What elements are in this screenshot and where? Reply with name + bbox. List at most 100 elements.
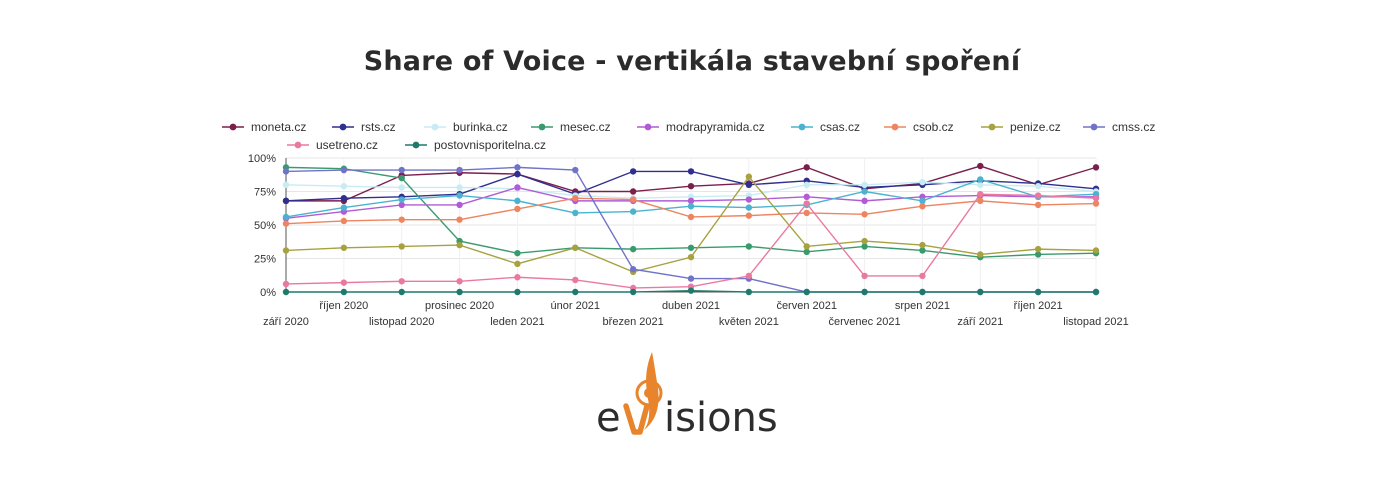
y-tick-label: 50% bbox=[254, 220, 276, 232]
legend-swatch-dot bbox=[798, 123, 806, 131]
x-tick-label: září 2021 bbox=[957, 316, 1003, 328]
data-point-usetreno.cz bbox=[572, 276, 579, 284]
x-tick-label: listopad 2020 bbox=[369, 316, 434, 328]
data-point-mesec.cz bbox=[861, 243, 868, 250]
data-point-modrapyramida.cz bbox=[745, 196, 753, 203]
data-point-csas.cz bbox=[282, 213, 290, 221]
data-point-modrapyramida.cz bbox=[861, 197, 868, 205]
data-point-csob.cz bbox=[687, 213, 695, 221]
data-point-csas.cz bbox=[745, 204, 753, 211]
legend-swatch-dot bbox=[891, 123, 899, 131]
data-point-postovnisporitelna.cz bbox=[687, 287, 695, 294]
data-point-penize.cz bbox=[572, 244, 579, 251]
data-point-csob.cz bbox=[340, 217, 348, 225]
data-point-csas.cz bbox=[687, 203, 695, 210]
data-point-postovnisporitelna.cz bbox=[1092, 288, 1100, 296]
data-point-moneta.cz bbox=[803, 164, 810, 171]
legend-swatch-dot bbox=[294, 141, 302, 149]
data-point-penize.cz bbox=[919, 241, 926, 249]
data-point-rsts.cz bbox=[340, 195, 348, 202]
x-tick-label: květen 2021 bbox=[719, 316, 779, 328]
data-point-mesec.cz bbox=[514, 249, 521, 257]
data-point-csob.cz bbox=[919, 203, 926, 210]
legend-swatch-dot bbox=[431, 123, 439, 131]
data-point-csob.cz bbox=[745, 212, 753, 219]
data-point-cmss.cz bbox=[456, 166, 463, 174]
legend-swatch-dot bbox=[412, 141, 420, 149]
series-points bbox=[282, 162, 1100, 296]
data-point-csob.cz bbox=[1034, 201, 1042, 209]
data-point-csob.cz bbox=[282, 220, 290, 227]
data-point-postovnisporitelna.cz bbox=[282, 288, 290, 296]
legend-swatch-dot bbox=[538, 123, 546, 131]
legend-label: csas.cz bbox=[820, 120, 860, 134]
data-point-postovnisporitelna.cz bbox=[803, 288, 810, 296]
page-title: Share of Voice - vertikála stavební spoř… bbox=[363, 46, 1021, 77]
data-point-penize.cz bbox=[977, 251, 984, 258]
data-point-postovnisporitelna.cz bbox=[919, 288, 926, 296]
x-tick-label: říjen 2020 bbox=[319, 300, 368, 312]
legend-label: cmss.cz bbox=[1112, 120, 1155, 134]
data-point-cmss.cz bbox=[572, 166, 579, 174]
x-tick-label: únor 2021 bbox=[551, 300, 601, 312]
evisions-logo: e isions bbox=[588, 352, 798, 452]
data-point-penize.cz bbox=[1034, 245, 1042, 253]
data-point-csob.cz bbox=[1092, 200, 1100, 207]
data-point-moneta.cz bbox=[687, 182, 695, 190]
legend-label: modrapyramida.cz bbox=[666, 120, 765, 134]
data-point-burinka.cz bbox=[803, 181, 810, 188]
data-point-csas.cz bbox=[629, 208, 637, 215]
data-point-csob.cz bbox=[514, 205, 521, 213]
data-point-mesec.cz bbox=[745, 243, 753, 250]
legend-label: penize.cz bbox=[1010, 120, 1061, 134]
data-point-moneta.cz bbox=[1092, 164, 1100, 171]
x-tick-label: leden 2021 bbox=[490, 316, 544, 328]
data-point-csas.cz bbox=[456, 192, 463, 199]
data-point-postovnisporitelna.cz bbox=[745, 288, 753, 296]
data-point-csas.cz bbox=[861, 188, 868, 195]
legend-swatch-dot bbox=[988, 123, 996, 131]
legend-label: moneta.cz bbox=[251, 120, 306, 134]
data-point-rsts.cz bbox=[687, 168, 695, 175]
svg-text:isions: isions bbox=[664, 395, 778, 441]
data-point-burinka.cz bbox=[398, 184, 405, 191]
data-point-modrapyramida.cz bbox=[398, 201, 405, 209]
data-point-burinka.cz bbox=[340, 182, 348, 190]
data-point-mesec.cz bbox=[803, 248, 810, 255]
data-point-penize.cz bbox=[687, 253, 695, 261]
data-point-penize.cz bbox=[1092, 247, 1100, 254]
y-tick-label: 0% bbox=[260, 287, 276, 299]
data-point-rsts.cz bbox=[745, 181, 753, 188]
data-point-csob.cz bbox=[977, 197, 984, 205]
legend-label: csob.cz bbox=[913, 120, 954, 134]
data-point-postovnisporitelna.cz bbox=[398, 288, 405, 296]
data-point-modrapyramida.cz bbox=[456, 201, 463, 209]
x-tick-label: říjen 2021 bbox=[1014, 300, 1063, 312]
data-point-usetreno.cz bbox=[861, 272, 868, 280]
data-point-usetreno.cz bbox=[977, 190, 984, 198]
data-point-burinka.cz bbox=[1034, 182, 1042, 190]
data-point-penize.cz bbox=[282, 247, 290, 254]
data-point-postovnisporitelna.cz bbox=[1034, 288, 1042, 296]
legend-swatch-dot bbox=[644, 123, 652, 131]
data-point-modrapyramida.cz bbox=[687, 197, 695, 205]
x-tick-label: březen 2021 bbox=[603, 316, 664, 328]
data-point-postovnisporitelna.cz bbox=[629, 288, 637, 296]
data-point-penize.cz bbox=[340, 244, 348, 251]
data-point-csas.cz bbox=[398, 196, 405, 203]
y-tick-label: 75% bbox=[254, 187, 276, 199]
x-tick-label: září 2020 bbox=[263, 316, 309, 328]
data-point-mesec.cz bbox=[398, 174, 405, 182]
legend-label: burinka.cz bbox=[453, 120, 508, 134]
data-point-csob.cz bbox=[572, 195, 579, 202]
legend: moneta.cz rsts.cz burinka.cz mesec.cz modrap… bbox=[222, 120, 1155, 152]
data-point-moneta.cz bbox=[629, 188, 637, 195]
data-point-penize.cz bbox=[861, 237, 868, 245]
legend-label: postovnisporitelna.cz bbox=[434, 138, 546, 152]
data-point-usetreno.cz bbox=[340, 279, 348, 286]
data-point-modrapyramida.cz bbox=[514, 184, 521, 191]
data-point-moneta.cz bbox=[977, 162, 984, 170]
legend-label: usetreno.cz bbox=[316, 138, 378, 152]
data-point-penize.cz bbox=[398, 243, 405, 250]
data-point-csob.cz bbox=[803, 209, 810, 217]
